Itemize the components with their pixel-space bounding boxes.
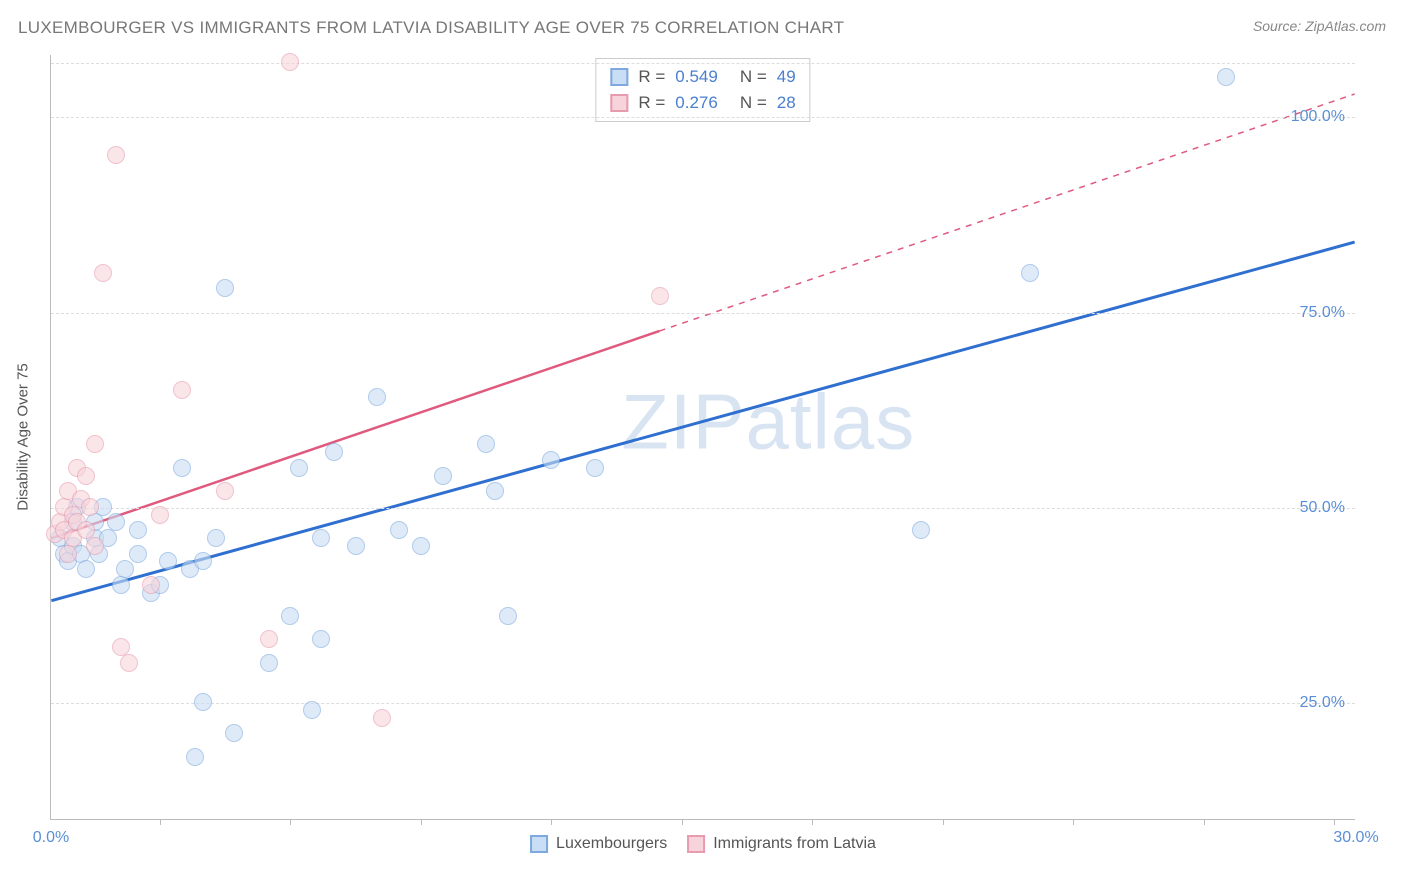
scatter-point [225, 724, 243, 742]
gridline [51, 117, 1355, 118]
scatter-point [586, 459, 604, 477]
scatter-point [312, 630, 330, 648]
scatter-point [151, 506, 169, 524]
scatter-point [159, 552, 177, 570]
scatter-point [290, 459, 308, 477]
legend-swatch [610, 68, 628, 86]
gridline [51, 63, 1355, 64]
scatter-point [542, 451, 560, 469]
scatter-point [173, 459, 191, 477]
scatter-point [260, 654, 278, 672]
xtick [421, 819, 422, 825]
legend-label: Luxembourgers [556, 835, 667, 853]
scatter-point [129, 521, 147, 539]
scatter-point [77, 560, 95, 578]
scatter-point [173, 381, 191, 399]
legend-n-label: N = [740, 90, 767, 116]
scatter-point [77, 467, 95, 485]
scatter-point [260, 630, 278, 648]
xtick [551, 819, 552, 825]
scatter-point [194, 693, 212, 711]
scatter-point [347, 537, 365, 555]
xtick [812, 819, 813, 825]
source-label: Source: ZipAtlas.com [1253, 18, 1386, 34]
scatter-point [129, 545, 147, 563]
legend-series: Luxembourgers Immigrants from Latvia [530, 835, 876, 853]
scatter-point [94, 264, 112, 282]
scatter-point [486, 482, 504, 500]
scatter-point [107, 513, 125, 531]
scatter-point [107, 146, 125, 164]
legend-n-label: N = [740, 64, 767, 90]
legend-item: Luxembourgers [530, 835, 667, 853]
scatter-point [312, 529, 330, 547]
scatter-point [281, 53, 299, 71]
gridline [51, 703, 1355, 704]
scatter-point [186, 748, 204, 766]
scatter-point [81, 498, 99, 516]
legend-swatch [687, 835, 705, 853]
legend-label: Immigrants from Latvia [713, 835, 876, 853]
ytick-label: 50.0% [1300, 499, 1345, 517]
xtick-label: 0.0% [33, 829, 69, 847]
scatter-point [116, 560, 134, 578]
plot-area: Disability Age Over 75 ZIPatlas R =0.549… [50, 55, 1355, 820]
legend-swatch [610, 94, 628, 112]
xtick [1334, 819, 1335, 825]
legend-swatch [530, 835, 548, 853]
scatter-point [281, 607, 299, 625]
legend-stats: R = 0.549 N = 49 R = 0.276 N = 28 [595, 58, 810, 122]
legend-n-value: 49 [777, 64, 796, 90]
scatter-point [207, 529, 225, 547]
scatter-point [325, 443, 343, 461]
xtick [1073, 819, 1074, 825]
legend-stat-row: R = 0.276 N = 28 [610, 90, 795, 116]
trend-line [51, 242, 1354, 601]
legend-n-value: 28 [777, 90, 796, 116]
legend-r-label: R = [638, 90, 665, 116]
scatter-point [373, 709, 391, 727]
scatter-point [303, 701, 321, 719]
ytick-label: 100.0% [1291, 108, 1345, 126]
scatter-point [912, 521, 930, 539]
scatter-point [86, 537, 104, 555]
gridline [51, 313, 1355, 314]
scatter-point [1217, 68, 1235, 86]
chart-title: LUXEMBOURGER VS IMMIGRANTS FROM LATVIA D… [18, 18, 844, 38]
scatter-point [216, 279, 234, 297]
legend-r-value: 0.549 [675, 64, 718, 90]
scatter-point [434, 467, 452, 485]
ytick-label: 25.0% [1300, 694, 1345, 712]
scatter-point [1021, 264, 1039, 282]
xtick [943, 819, 944, 825]
scatter-point [477, 435, 495, 453]
scatter-point [412, 537, 430, 555]
scatter-point [216, 482, 234, 500]
xtick [1204, 819, 1205, 825]
scatter-point [390, 521, 408, 539]
trend-lines-layer [51, 55, 1355, 819]
xtick [160, 819, 161, 825]
scatter-point [142, 576, 160, 594]
scatter-point [112, 576, 130, 594]
trend-line-dashed [660, 94, 1355, 331]
gridline [51, 508, 1355, 509]
scatter-point [86, 435, 104, 453]
ytick-label: 75.0% [1300, 304, 1345, 322]
scatter-point [651, 287, 669, 305]
legend-r-value: 0.276 [675, 90, 718, 116]
chart-container: LUXEMBOURGER VS IMMIGRANTS FROM LATVIA D… [0, 0, 1406, 892]
y-axis-label: Disability Age Over 75 [15, 363, 32, 511]
scatter-point [499, 607, 517, 625]
legend-r-label: R = [638, 64, 665, 90]
scatter-point [59, 545, 77, 563]
xtick [682, 819, 683, 825]
legend-item: Immigrants from Latvia [687, 835, 876, 853]
scatter-point [120, 654, 138, 672]
scatter-point [194, 552, 212, 570]
scatter-point [368, 388, 386, 406]
xtick-label: 30.0% [1333, 829, 1378, 847]
xtick [290, 819, 291, 825]
legend-stat-row: R = 0.549 N = 49 [610, 64, 795, 90]
